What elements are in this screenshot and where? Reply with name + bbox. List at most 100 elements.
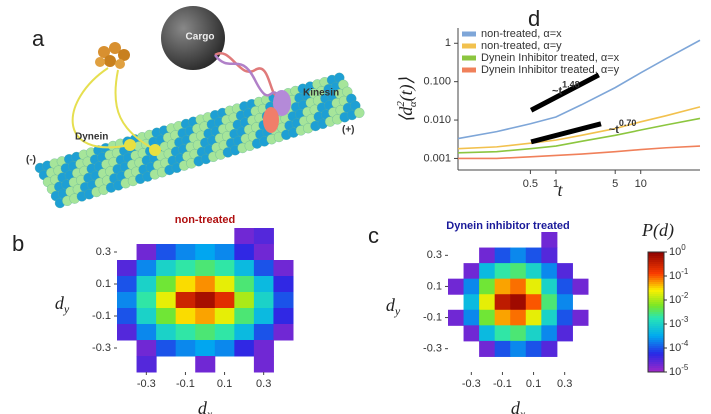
cargo-label: Cargo bbox=[186, 32, 215, 43]
heat-cell bbox=[136, 324, 157, 341]
x-tick-label: 10 bbox=[635, 178, 647, 190]
heat-cell bbox=[214, 244, 235, 261]
heat-cell bbox=[541, 325, 558, 342]
heat-cell bbox=[494, 325, 511, 342]
heat-cell bbox=[234, 292, 255, 309]
colorbar-step bbox=[648, 284, 664, 287]
heat-cell bbox=[156, 340, 177, 357]
heat-cell bbox=[463, 263, 480, 280]
heat-cell bbox=[234, 244, 255, 261]
heat-cell bbox=[214, 260, 235, 277]
colorbar-step bbox=[648, 258, 664, 261]
colorbar-tick-label-part: 10 bbox=[669, 318, 681, 330]
colorbar-step bbox=[648, 368, 664, 371]
panel-letter: b bbox=[12, 231, 24, 256]
heat-cell bbox=[479, 247, 496, 264]
y-tick-label: 1 bbox=[445, 37, 451, 49]
dynein-head bbox=[124, 139, 136, 151]
heat-cell bbox=[463, 294, 480, 311]
heat-cell bbox=[494, 263, 511, 280]
colorbar-step bbox=[648, 286, 664, 289]
x-tick-label: 0.1 bbox=[526, 378, 541, 390]
y-axis-label-part: d bbox=[386, 295, 396, 315]
heat-cell bbox=[117, 308, 138, 325]
colorbar-step bbox=[648, 326, 664, 329]
colorbar-tick-label-part: 10 bbox=[669, 366, 681, 378]
heat-cell bbox=[214, 340, 235, 357]
legend-label: non-treated, α=x bbox=[481, 28, 562, 40]
colorbar-step bbox=[648, 292, 664, 295]
colorbar-step bbox=[648, 348, 664, 351]
heat-cell bbox=[273, 324, 294, 341]
heat-cell bbox=[117, 324, 138, 341]
heat-cell bbox=[525, 294, 542, 311]
heat-cell bbox=[479, 325, 496, 342]
heat-cell bbox=[175, 324, 196, 341]
heat-cell bbox=[175, 260, 196, 277]
fit-label: ~t0.70 bbox=[609, 118, 637, 136]
colorbar-step bbox=[648, 318, 664, 321]
colorbar-tick-label: 10-1 bbox=[669, 267, 689, 282]
colorbar-step bbox=[648, 354, 664, 357]
heat-cell bbox=[214, 276, 235, 293]
heat-cell bbox=[510, 247, 527, 264]
series-line bbox=[457, 117, 701, 154]
colorbar-step bbox=[648, 282, 664, 285]
heat-cell bbox=[175, 276, 196, 293]
heat-cell bbox=[479, 294, 496, 311]
heat-cell bbox=[175, 244, 196, 261]
colorbar-step bbox=[648, 350, 664, 353]
heat-cell bbox=[214, 308, 235, 325]
panel-letter: c bbox=[368, 223, 379, 248]
colorbar-step bbox=[648, 336, 664, 339]
fit-line bbox=[529, 72, 600, 113]
colorbar-step bbox=[648, 254, 664, 257]
kinesin-head bbox=[273, 90, 291, 116]
heat-cell bbox=[510, 325, 527, 342]
colorbar-title-part: P bbox=[641, 220, 653, 240]
x-tick-label: -0.1 bbox=[176, 378, 195, 390]
heat-cell bbox=[136, 340, 157, 357]
dynein-head bbox=[149, 144, 161, 156]
heat-cell bbox=[572, 278, 589, 295]
colorbar-step bbox=[648, 328, 664, 331]
heat-cell bbox=[541, 263, 558, 280]
colorbar-tick-label-part: -2 bbox=[681, 291, 689, 300]
colorbar-tick-label-part: 10 bbox=[669, 246, 681, 258]
heat-cell bbox=[494, 278, 511, 295]
heat-cell bbox=[175, 340, 196, 357]
y-tick-label: -0.1 bbox=[92, 310, 111, 322]
heat-cell bbox=[463, 325, 480, 342]
colorbar-step bbox=[648, 340, 664, 343]
heat-cell bbox=[234, 260, 255, 277]
y-tick-label: -0.3 bbox=[92, 342, 111, 354]
heat-cell bbox=[156, 260, 177, 277]
x-tick-label: 0.5 bbox=[523, 178, 538, 190]
heat-cell bbox=[494, 294, 511, 311]
y-axis-label-part: α bbox=[407, 101, 419, 107]
x-axis-label-part: d bbox=[198, 398, 208, 414]
colorbar-step bbox=[648, 314, 664, 317]
heat-cell bbox=[572, 309, 589, 326]
colorbar-step bbox=[648, 304, 664, 307]
fit-label-part: ~t bbox=[609, 124, 619, 136]
colorbar-tick-label-part: -1 bbox=[681, 267, 689, 276]
y-tick-label: 0.1 bbox=[96, 278, 111, 290]
heat-cell bbox=[525, 325, 542, 342]
heat-cell bbox=[195, 244, 216, 261]
x-tick-label: 0.1 bbox=[217, 378, 232, 390]
heat-cell bbox=[136, 308, 157, 325]
heat-cell bbox=[525, 340, 542, 357]
heat-cell bbox=[253, 244, 274, 261]
heat-cell bbox=[253, 260, 274, 277]
colorbar-step bbox=[648, 280, 664, 283]
colorbar-step bbox=[648, 272, 664, 275]
colorbar-step bbox=[648, 338, 664, 341]
kinesin-head bbox=[263, 107, 279, 133]
legend-label: Dynein Inhibitor treated, α=y bbox=[481, 64, 620, 76]
heat-cell bbox=[234, 324, 255, 341]
heat-cell bbox=[195, 340, 216, 357]
series-line bbox=[457, 39, 701, 140]
heat-cell bbox=[234, 340, 255, 357]
colorbar-step bbox=[648, 312, 664, 315]
